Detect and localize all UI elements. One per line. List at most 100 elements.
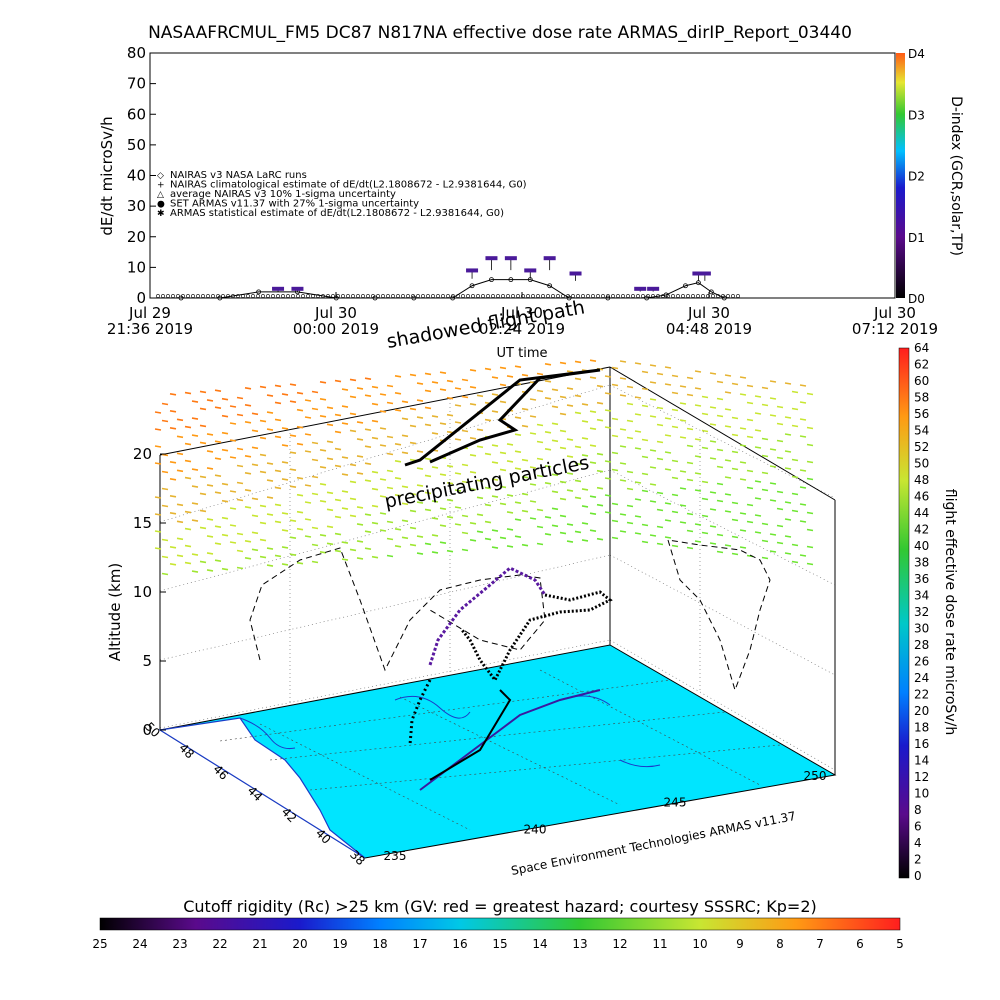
particle-dash <box>454 421 462 424</box>
particle-dash <box>476 445 484 449</box>
particle-dash <box>611 519 619 523</box>
particle-dash <box>289 485 297 488</box>
particle-dash <box>806 511 814 515</box>
particle-dash <box>356 557 364 560</box>
particle-dash <box>754 412 762 415</box>
particle-dash <box>784 433 792 436</box>
armas-point <box>485 256 498 261</box>
particle-dash <box>574 394 582 398</box>
particle-dash <box>551 507 559 511</box>
particle-dash <box>199 560 207 564</box>
particle-dash <box>371 555 379 559</box>
baseline-marker <box>236 294 240 298</box>
particle-dash <box>334 498 342 502</box>
particle-dash <box>739 478 747 481</box>
particle-dash <box>649 381 657 384</box>
particle-dash <box>326 491 334 495</box>
particle-dash <box>529 517 537 520</box>
particle-dash <box>416 416 424 419</box>
particle-dash <box>236 549 244 553</box>
particle-dash <box>184 476 192 480</box>
particle-dash <box>469 403 477 406</box>
particle-dash <box>491 393 499 396</box>
particle-dash <box>551 490 559 494</box>
particle-dash <box>701 531 709 535</box>
particle-dash <box>491 410 499 413</box>
particle-dash <box>184 561 192 565</box>
particle-dash <box>341 456 349 459</box>
particle-dash <box>596 418 604 422</box>
flight-track-climb <box>460 590 613 683</box>
particle-dash <box>364 530 372 533</box>
particle-dash <box>716 465 724 469</box>
nairas-point <box>450 295 456 301</box>
baseline-marker <box>291 294 295 298</box>
particle-dash <box>589 444 597 447</box>
particle-dash <box>746 384 754 388</box>
baseline-marker <box>416 294 420 298</box>
particle-dash <box>379 495 387 498</box>
particle-dash <box>724 374 732 377</box>
particle-dash <box>611 536 619 540</box>
baseline-marker <box>736 294 740 298</box>
particle-dash <box>371 436 379 440</box>
particle-dash <box>169 478 177 481</box>
particle-dash <box>596 503 604 507</box>
bottom-colorbar: Cutoff rigidity (Rc) >25 km (GV: red = g… <box>92 897 903 951</box>
particle-dash <box>611 417 619 421</box>
particle-dash <box>649 483 657 486</box>
baseline-marker <box>316 294 320 298</box>
particle-dash <box>491 529 499 532</box>
particle-dash <box>289 400 297 403</box>
particle-dash <box>784 467 792 470</box>
particle-dash <box>461 531 469 535</box>
baseline-marker <box>156 294 160 298</box>
armas-point <box>272 286 285 291</box>
legend-entry: NAIRAS climatological estimate of dE/dt(… <box>170 180 527 191</box>
particle-dash <box>559 514 567 518</box>
particle-dash <box>551 405 559 409</box>
particle-dash <box>521 373 529 377</box>
particle-dash <box>259 436 267 440</box>
baseline-marker <box>386 294 390 298</box>
particle-dash <box>566 523 574 526</box>
particle-dash <box>304 535 312 538</box>
particle-dash <box>386 401 394 405</box>
baseline-marker <box>586 294 590 298</box>
particle-dash <box>769 499 777 502</box>
particle-dash <box>574 445 582 449</box>
particle-dash <box>274 486 282 490</box>
particle-dash <box>679 487 687 490</box>
particle-dash <box>544 431 552 434</box>
particle-dash <box>559 429 567 433</box>
particle-dash <box>304 518 312 521</box>
particle-dash <box>289 519 297 522</box>
particle-dash <box>679 436 687 439</box>
particle-dash <box>649 415 657 418</box>
particle-dash <box>709 440 717 443</box>
particle-dash <box>694 489 702 492</box>
particle-dash <box>791 492 799 496</box>
particle-dash <box>589 529 597 532</box>
particle-dash <box>514 518 522 521</box>
particle-dash <box>604 409 612 412</box>
particle-dash <box>424 406 432 410</box>
bottom-colorbar-tick-label: 18 <box>372 937 387 951</box>
particle-dash <box>304 501 312 504</box>
particle-dash <box>341 388 349 391</box>
particle-dash <box>326 423 334 427</box>
particle-dash <box>701 412 709 416</box>
particle-dash <box>229 422 237 425</box>
particle-dash <box>754 514 762 517</box>
particle-dash <box>169 410 177 413</box>
particle-dash <box>671 544 679 548</box>
particle-dash <box>349 480 357 484</box>
particle-dash <box>619 513 627 516</box>
particle-dash <box>806 460 814 464</box>
particle-dash <box>701 395 709 399</box>
armas-point <box>647 286 660 291</box>
particle-dash <box>761 471 769 475</box>
particle-dash <box>236 464 244 468</box>
particle-dash <box>529 483 537 486</box>
d-index-tick-label: D0 <box>908 292 925 306</box>
